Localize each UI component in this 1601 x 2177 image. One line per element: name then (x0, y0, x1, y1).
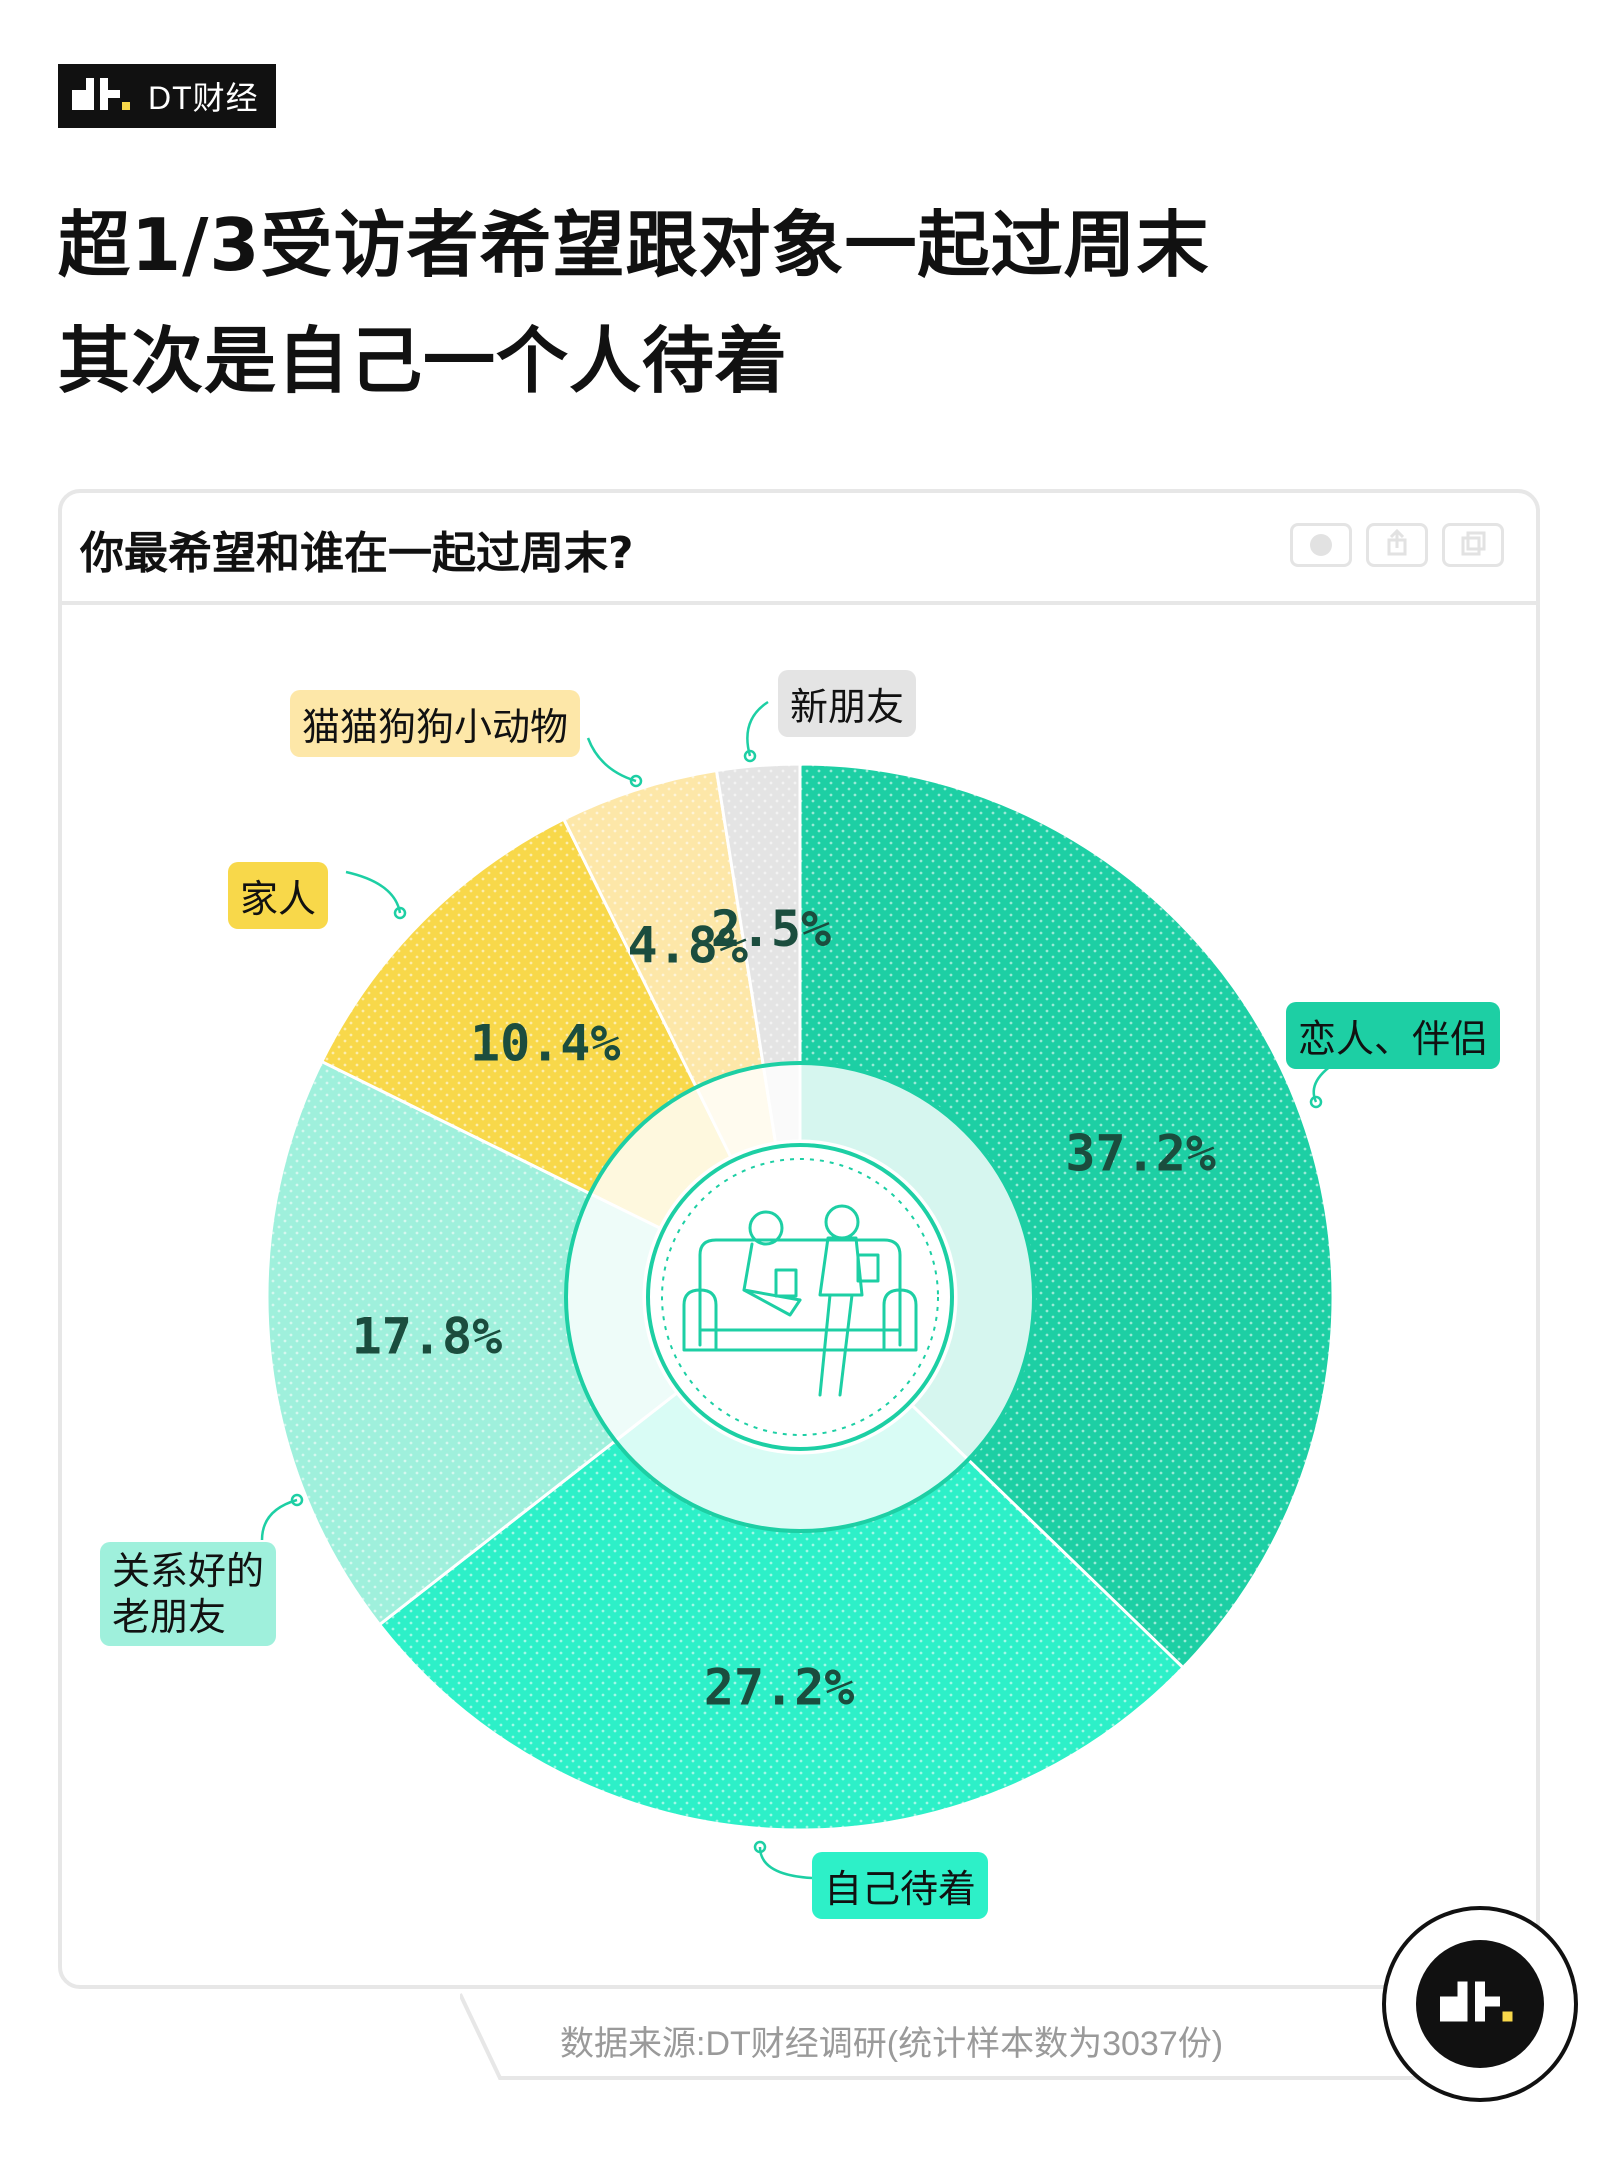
dt-logo-icon (72, 78, 130, 110)
headline-line-1: 超1/3受访者希望跟对象一起过周末 (58, 203, 1210, 287)
value-label-family: 10.4% (470, 1015, 621, 1073)
slice-texture-family (321, 819, 697, 1194)
label-old-friends-line-2: 老朋友 (112, 1595, 227, 1639)
value-label-pets: 4.8% (628, 916, 748, 974)
record-button[interactable] (1290, 523, 1352, 567)
card-header: 你最希望和谁在一起过周末? (62, 493, 1536, 605)
dt-badge-inner (1416, 1940, 1544, 2068)
slice-texture-pets (563, 770, 764, 1088)
label-old-friends: 关系好的 老朋友 (100, 1542, 277, 1646)
brand-name: DT财经 (148, 80, 259, 116)
source-bracket (460, 1993, 1460, 2080)
couch-illustration-icon (646, 1143, 954, 1451)
label-pets: 猫猫狗狗小动物 (290, 690, 581, 757)
headline-line-2: 其次是自己一个人待着 (58, 319, 789, 403)
slice-texture-new-friends (716, 764, 800, 1066)
slice-texture-alone (379, 1440, 1184, 1831)
slice-texture-partner (800, 764, 1333, 1668)
card-title: 你最希望和谁在一起过周末? (80, 528, 634, 579)
value-label-alone: 27.2% (704, 1658, 855, 1716)
copy-button[interactable] (1442, 523, 1504, 567)
value-label-old-friends: 17.8% (352, 1307, 503, 1365)
label-old-friends-line-1: 关系好的 (112, 1549, 265, 1593)
slice-texture-old-friends (267, 1061, 616, 1625)
dt-badge (1382, 1906, 1578, 2102)
source-text: 数据来源:DT财经调研(统计样本数为3037份) (560, 2025, 1224, 2063)
label-alone: 自己待着 (812, 1852, 989, 1919)
copy-icon (1461, 531, 1486, 556)
dt-logo-icon (1440, 1981, 1513, 2022)
share-button[interactable] (1366, 523, 1428, 567)
label-new-friends: 新朋友 (778, 670, 917, 737)
inner-ring-outline (564, 1061, 1036, 1533)
label-family: 家人 (228, 862, 329, 929)
brand-logo: DT财经 (58, 64, 276, 128)
value-label-new-friends: 2.5% (711, 900, 831, 958)
circle-icon (1310, 534, 1332, 556)
label-partner: 恋人、伴侣 (1286, 1002, 1501, 1069)
value-label-partner: 37.2% (1065, 1125, 1216, 1183)
share-icon (1387, 528, 1407, 556)
